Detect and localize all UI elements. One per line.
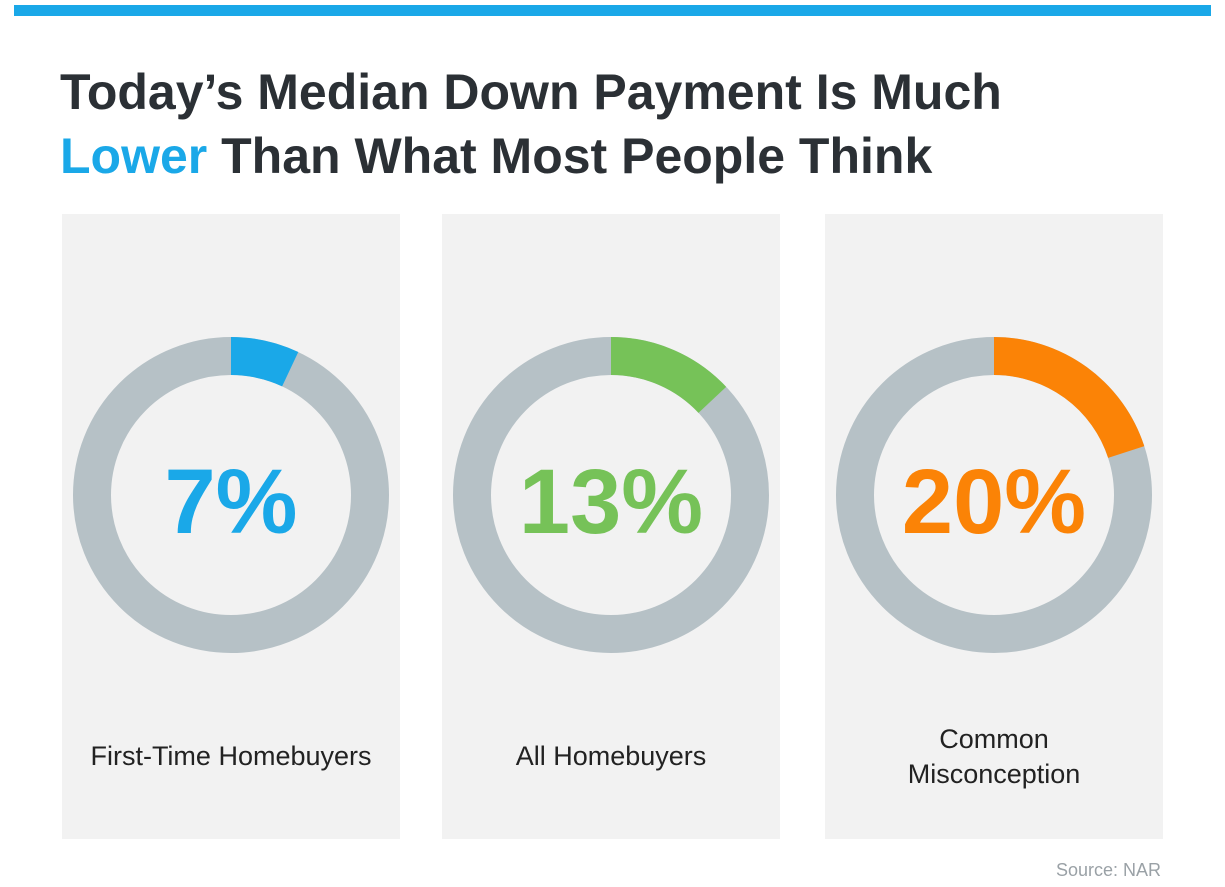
donut-first-time-homebuyers [73, 337, 389, 653]
category-label-line: Common [939, 724, 1049, 754]
top-accent-bar [14, 5, 1211, 16]
panel-first-time-homebuyers: 7% First-Time Homebuyers [62, 214, 400, 839]
percent-value: 7% [164, 451, 298, 553]
title-accent-word: Lower [60, 128, 208, 184]
category-label: First-Time Homebuyers [62, 739, 400, 774]
title-line-2: Than What Most People Think [207, 128, 933, 184]
panel-common-misconception: 20% Common Misconception [825, 214, 1163, 839]
donut-value-arc [993, 337, 1145, 459]
panel-all-homebuyers: 13% All Homebuyers [442, 214, 780, 839]
donut-value-arc [230, 337, 299, 387]
donut-common-misconception [836, 337, 1152, 653]
donut-value-arc [610, 337, 727, 414]
category-label-line: All Homebuyers [515, 741, 707, 771]
percent-value: 13% [518, 451, 704, 553]
category-label-line: Misconception [907, 759, 1081, 789]
title-line-1: Today’s Median Down Payment Is Much [60, 64, 1002, 120]
category-label: Common Misconception [825, 722, 1163, 792]
page-title: Today’s Median Down Payment Is Much Lowe… [60, 60, 1002, 188]
category-label-line: First-Time Homebuyers [90, 741, 372, 771]
source-note: Source: NAR [1055, 860, 1161, 880]
donut-all-homebuyers [453, 337, 769, 653]
category-label: All Homebuyers [442, 739, 780, 774]
percent-value: 20% [901, 451, 1087, 553]
